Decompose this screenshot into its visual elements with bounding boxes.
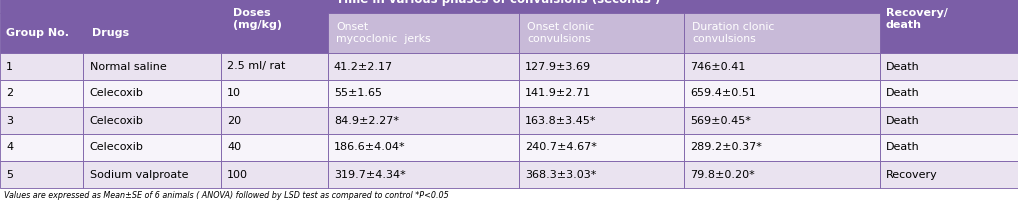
Text: Doses
(mg/kg): Doses (mg/kg) — [233, 8, 282, 30]
Text: 3: 3 — [6, 115, 13, 125]
Text: 10: 10 — [227, 89, 241, 99]
Text: Celecoxib: Celecoxib — [90, 143, 144, 153]
Bar — [221, 107, 328, 134]
Bar — [880, 134, 1018, 161]
Text: 569±0.45*: 569±0.45* — [690, 115, 751, 125]
Text: 20: 20 — [227, 115, 241, 125]
Bar — [880, 0, 1018, 53]
Bar — [519, 13, 684, 53]
Bar — [0, 107, 83, 134]
Text: Death: Death — [886, 61, 919, 71]
Bar — [221, 0, 328, 53]
Text: Death: Death — [886, 143, 919, 153]
Bar — [0, 80, 83, 107]
Text: 141.9±2.71: 141.9±2.71 — [525, 89, 591, 99]
Text: 100: 100 — [227, 170, 248, 180]
Text: 186.6±4.04*: 186.6±4.04* — [334, 143, 405, 153]
Text: 163.8±3.45*: 163.8±3.45* — [525, 115, 597, 125]
Bar — [0, 53, 83, 80]
Bar — [328, 161, 519, 188]
Text: Death: Death — [886, 89, 919, 99]
Text: Onset clonic
convulsions: Onset clonic convulsions — [527, 22, 595, 44]
Text: Normal saline: Normal saline — [90, 61, 166, 71]
Bar — [83, 53, 221, 80]
Bar — [221, 161, 328, 188]
Text: Celecoxib: Celecoxib — [90, 115, 144, 125]
Text: 1: 1 — [6, 61, 13, 71]
Text: 2: 2 — [6, 89, 13, 99]
Bar — [519, 134, 684, 161]
Bar — [83, 80, 221, 107]
Bar — [221, 134, 328, 161]
Bar — [880, 107, 1018, 134]
Text: 5: 5 — [6, 170, 13, 180]
Text: Drugs: Drugs — [92, 28, 128, 38]
Text: Duration clonic
convulsions: Duration clonic convulsions — [692, 22, 775, 44]
Text: 84.9±2.27*: 84.9±2.27* — [334, 115, 399, 125]
Bar — [221, 53, 328, 80]
Bar — [519, 80, 684, 107]
Bar — [328, 107, 519, 134]
Bar — [519, 107, 684, 134]
Bar — [519, 161, 684, 188]
Text: 40: 40 — [227, 143, 241, 153]
Text: Celecoxib: Celecoxib — [90, 89, 144, 99]
Text: 55±1.65: 55±1.65 — [334, 89, 382, 99]
Bar — [684, 13, 880, 53]
Bar — [519, 53, 684, 80]
Text: 240.7±4.67*: 240.7±4.67* — [525, 143, 598, 153]
Bar — [880, 161, 1018, 188]
Text: Onset
mycoclonic  jerks: Onset mycoclonic jerks — [336, 22, 431, 44]
Bar — [880, 53, 1018, 80]
Text: 2.5 ml/ rat: 2.5 ml/ rat — [227, 61, 285, 71]
Bar — [83, 107, 221, 134]
Bar — [83, 13, 221, 53]
Bar — [0, 13, 83, 53]
Text: Recovery: Recovery — [886, 170, 938, 180]
Text: 127.9±3.69: 127.9±3.69 — [525, 61, 591, 71]
Bar — [83, 0, 221, 13]
Bar — [684, 134, 880, 161]
Bar — [83, 161, 221, 188]
Bar — [684, 53, 880, 80]
Text: 746±0.41: 746±0.41 — [690, 61, 745, 71]
Text: Sodium valproate: Sodium valproate — [90, 170, 188, 180]
Bar — [328, 134, 519, 161]
Bar — [684, 161, 880, 188]
Text: 41.2±2.17: 41.2±2.17 — [334, 61, 393, 71]
Bar — [684, 107, 880, 134]
Text: 319.7±4.34*: 319.7±4.34* — [334, 170, 405, 180]
Text: Death: Death — [886, 115, 919, 125]
Bar — [328, 80, 519, 107]
Bar — [0, 134, 83, 161]
Bar — [83, 134, 221, 161]
Bar — [221, 80, 328, 107]
Text: 659.4±0.51: 659.4±0.51 — [690, 89, 756, 99]
Bar — [0, 0, 83, 13]
Bar — [880, 80, 1018, 107]
Bar — [328, 13, 519, 53]
Text: 4: 4 — [6, 143, 13, 153]
Text: Values are expressed as Mean±SE of 6 animals ( ANOVA) followed by LSD test as co: Values are expressed as Mean±SE of 6 ani… — [4, 192, 449, 201]
Text: Time in various phases of convulsions (seconds ): Time in various phases of convulsions (s… — [336, 0, 661, 6]
Bar — [684, 80, 880, 107]
Text: 368.3±3.03*: 368.3±3.03* — [525, 170, 597, 180]
Bar — [328, 0, 880, 13]
Bar — [328, 53, 519, 80]
Text: Recovery/
death: Recovery/ death — [886, 8, 948, 30]
Text: 79.8±0.20*: 79.8±0.20* — [690, 170, 755, 180]
Text: Group No.: Group No. — [6, 28, 69, 38]
Bar — [0, 161, 83, 188]
Text: 289.2±0.37*: 289.2±0.37* — [690, 143, 762, 153]
